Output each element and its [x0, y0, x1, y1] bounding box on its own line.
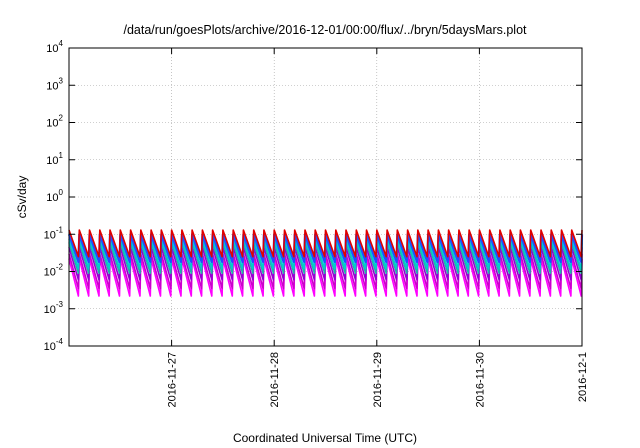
y-axis: 10-4 10-3 10-2 10-1 100 101 102 103 104	[44, 39, 582, 353]
plot-frame	[68, 47, 583, 347]
series-line	[68, 229, 583, 258]
chart-title: /data/run/goesPlots/archive/2016-12-01/0…	[123, 23, 527, 37]
y-tick-label: 102	[46, 114, 63, 130]
x-axis-label: Coordinated Universal Time (UTC)	[233, 431, 417, 445]
x-axis: 2016-11-27 2016-11-28 2016-11-29 2016-11-30…	[167, 48, 589, 407]
y-tick-label: 10-1	[44, 225, 64, 241]
x-tick-label: 2016-11-27	[167, 352, 179, 407]
x-tick-label: 2016-11-28	[269, 352, 281, 407]
y-tick-label: 10-3	[44, 300, 64, 316]
x-tick-label: 2016-11-29	[372, 352, 384, 407]
y-tick-label: 103	[46, 76, 63, 92]
y-tick-label: 101	[46, 151, 63, 167]
y-tick-label: 10-2	[44, 263, 64, 279]
series-group	[67, 229, 584, 297]
y-tick-label: 10-4	[44, 337, 64, 353]
y-axis-label: cSv/day	[15, 176, 29, 219]
y-tick-label: 100	[46, 188, 63, 204]
x-tick-label: 2016-11-30	[474, 352, 486, 407]
grid-lines	[69, 48, 582, 346]
y-tick-label: 104	[46, 39, 63, 55]
x-tick-label: 2016-12-1	[577, 352, 589, 402]
